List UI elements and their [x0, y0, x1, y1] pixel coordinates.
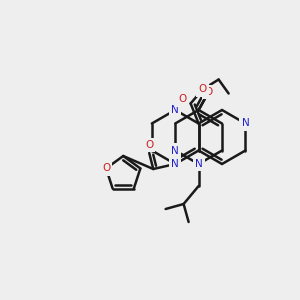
Text: O: O — [199, 85, 207, 94]
Text: O: O — [178, 94, 187, 104]
Text: O: O — [102, 164, 110, 173]
Text: N: N — [171, 146, 179, 155]
Text: N: N — [171, 105, 179, 115]
Text: O: O — [145, 140, 153, 150]
Text: N: N — [171, 159, 179, 169]
Text: N: N — [242, 118, 249, 128]
Text: N: N — [195, 159, 203, 169]
Text: O: O — [205, 87, 213, 97]
